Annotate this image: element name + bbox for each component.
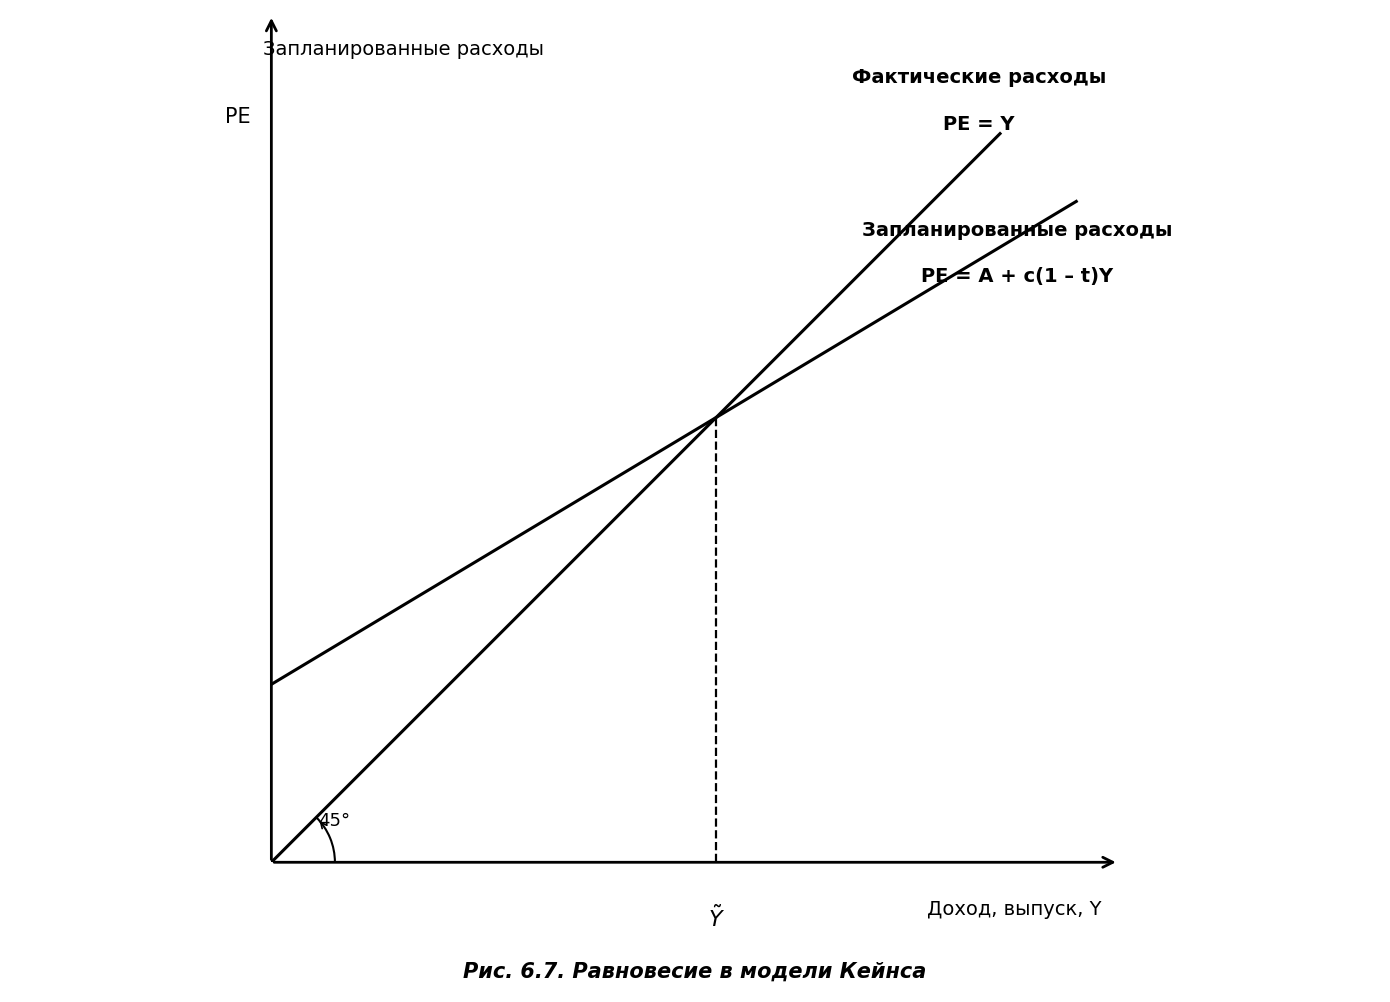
Text: 45°: 45° [318,812,350,830]
Text: Запланированные расходы: Запланированные расходы [862,220,1172,239]
Text: Доход, выпуск, Y: Доход, выпуск, Y [927,901,1102,920]
Text: Рис. 6.7. Равновесие в модели Кейнса: Рис. 6.7. Равновесие в модели Кейнса [463,962,927,982]
Text: Фактические расходы: Фактические расходы [852,68,1106,87]
Text: $\tilde{Y}$: $\tilde{Y}$ [708,905,724,931]
Text: PE = Y: PE = Y [942,114,1015,133]
Text: Запланированные расходы: Запланированные расходы [263,40,543,59]
Text: PE = A + c(1 – t)Y: PE = A + c(1 – t)Y [922,268,1113,287]
Text: PE: PE [225,106,250,126]
